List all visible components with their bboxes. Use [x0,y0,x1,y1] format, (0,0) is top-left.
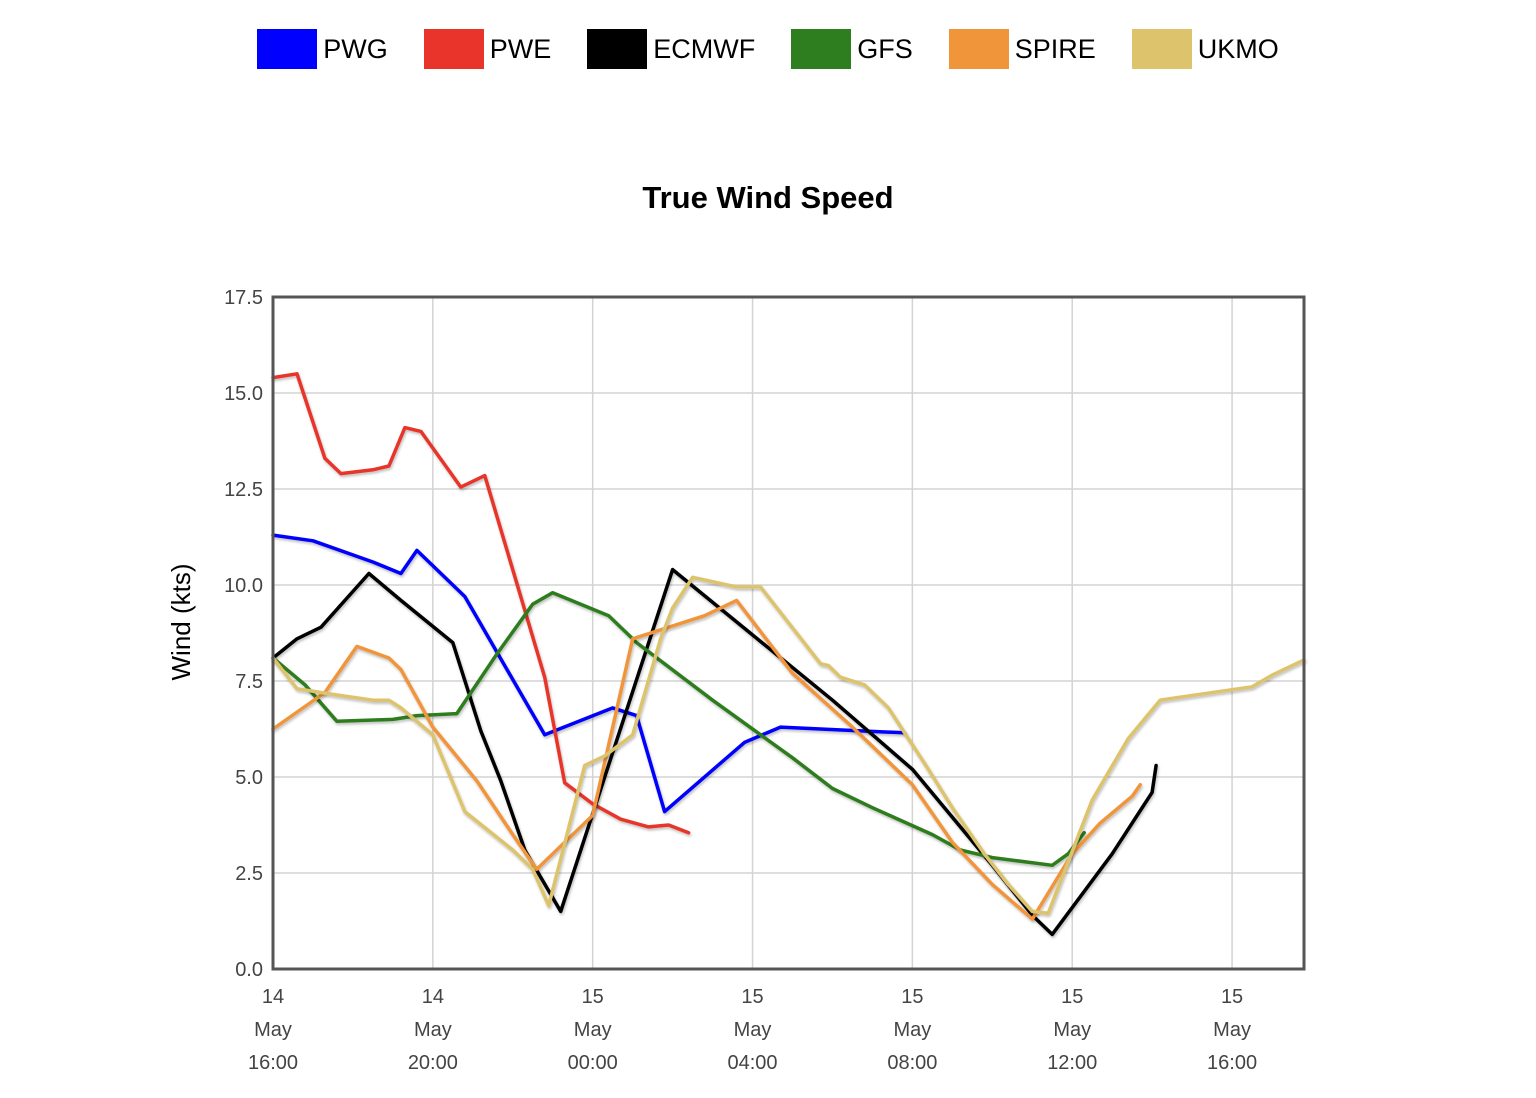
legend-item-spire[interactable]: SPIRE [948,29,1096,69]
y-tick-label: 12.5 [224,479,263,501]
y-tick-label: 2.5 [235,863,263,885]
x-tick-label: 16:00 [1207,1052,1257,1074]
y-tick-label: 0.0 [235,959,263,981]
legend-swatch [257,29,318,69]
series-line-pwe [271,372,691,835]
legend-swatch [948,29,1009,69]
legend-label: GFS [857,34,913,64]
legend-label: UKMO [1197,34,1279,64]
y-axis-ticks: 0.0 2.5 5.0 7.5 10.0 12.5 15.0 17.5 [224,287,263,981]
x-tick-label: 15 [1061,986,1083,1008]
legend-label: SPIRE [1014,34,1096,64]
x-tick-label: May [734,1019,772,1041]
y-tick-label: 5.0 [235,767,263,789]
y-tick-label: 17.5 [224,287,263,309]
x-tick-label: May [414,1019,452,1041]
chart-title: True Wind Speed [642,180,894,215]
x-tick-label: May [1213,1019,1251,1041]
series-line-pwg [271,533,907,814]
series-layer [271,372,1306,937]
x-tick-label: 08:00 [887,1052,937,1074]
x-tick-label: 15 [1221,986,1243,1008]
x-tick-label: 00:00 [568,1052,618,1074]
legend-item-pwe[interactable]: PWE [423,29,552,69]
y-tick-label: 7.5 [235,671,263,693]
x-tick-label: May [254,1019,292,1041]
x-tick-label: 15 [901,986,923,1008]
x-tick-label: 12:00 [1047,1052,1097,1074]
series-line-ecmwf [271,567,1158,937]
y-tick-label: 15.0 [224,383,263,405]
x-axis-ticks: 14 May 16:00 14 May 20:00 15 May 00:00 15 May 04:00… [248,986,1257,1074]
legend-item-pwg[interactable]: PWG [257,29,388,69]
x-tick-label: 15 [582,986,604,1008]
y-axis-label: Wind (kts) [166,564,196,681]
legend-swatch [587,29,648,69]
x-tick-label: May [893,1019,931,1041]
y-tick-label: 10.0 [224,575,263,597]
legend-swatch [1131,29,1192,69]
x-tick-label: May [1053,1019,1091,1041]
legend-label: PWE [489,34,552,64]
x-tick-label: 15 [741,986,763,1008]
x-tick-label: 14 [422,986,444,1008]
legend-item-gfs[interactable]: GFS [791,29,913,69]
legend-swatch [423,29,484,69]
x-tick-label: 14 [262,986,284,1008]
grid-layer [272,296,1304,970]
legend-item-ukmo[interactable]: UKMO [1131,29,1279,69]
series-line-spire [271,598,1142,921]
plot-frame [271,295,1306,971]
legend-item-ecmwf[interactable]: ECMWF [587,29,755,69]
x-tick-label: 04:00 [728,1052,778,1074]
legend-label: PWG [323,34,388,64]
legend-swatch [791,29,852,69]
chart-legend: PWG PWE ECMWF GFS SPIRE UKMO [0,28,1536,70]
x-tick-label: May [574,1019,612,1041]
x-tick-label: 20:00 [408,1052,458,1074]
x-tick-label: 16:00 [248,1052,298,1074]
legend-label: ECMWF [653,34,756,64]
series-line-ukmo [271,575,1306,916]
series-line-gfs [271,590,1086,868]
